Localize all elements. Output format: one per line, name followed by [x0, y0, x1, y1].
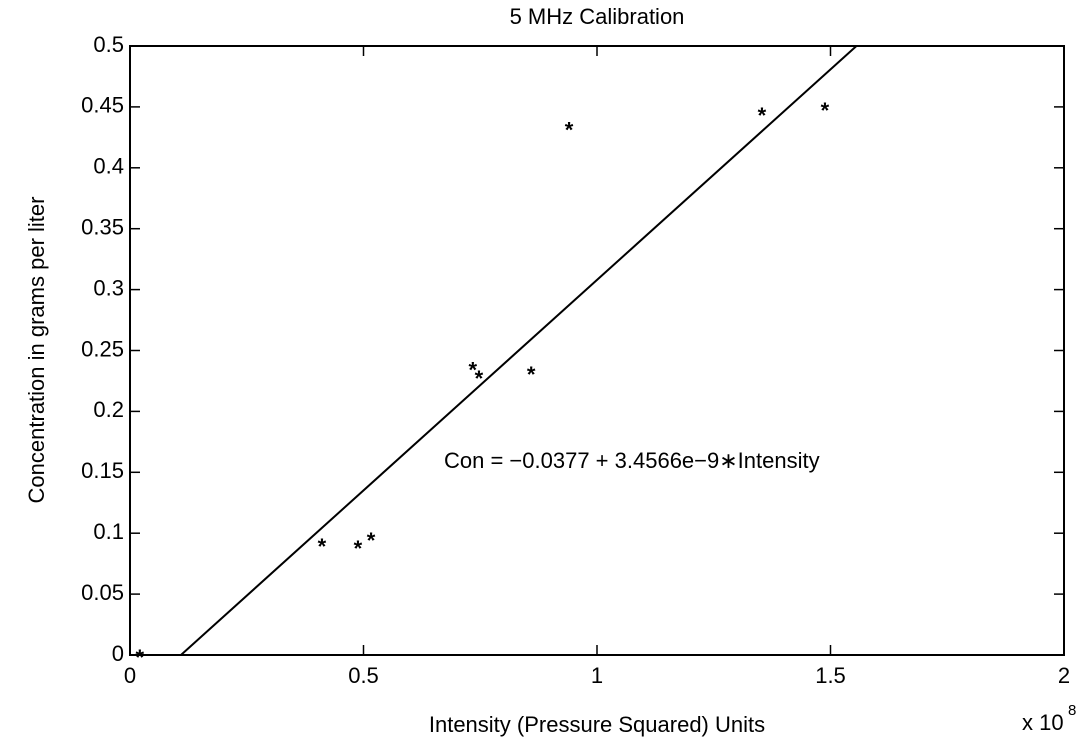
x-tick-label: 0	[124, 663, 136, 688]
data-point: *	[758, 103, 767, 128]
y-tick-label: 0.45	[81, 93, 124, 118]
data-point: *	[527, 362, 536, 387]
x-tick-label: 1	[591, 663, 603, 688]
x-multiplier: x 10	[1022, 710, 1064, 735]
x-tick-label: 0.5	[348, 663, 379, 688]
fit-equation: Con = −0.0377 + 3.4566e−9∗Intensity	[444, 448, 820, 473]
y-tick-label: 0.4	[93, 154, 124, 179]
y-tick-label: 0.1	[93, 519, 124, 544]
y-tick-label: 0.2	[93, 397, 124, 422]
data-point: *	[468, 357, 477, 382]
chart-title: 5 MHz Calibration	[510, 4, 685, 29]
y-tick-label: 0.05	[81, 580, 124, 605]
x-tick-label: 2	[1058, 663, 1070, 688]
y-tick-label: 0	[112, 641, 124, 666]
fit-line	[179, 46, 858, 655]
data-point: *	[821, 98, 830, 123]
y-tick-label: 0.35	[81, 215, 124, 240]
data-point: *	[475, 366, 484, 391]
y-tick-label: 0.5	[93, 32, 124, 57]
data-point: *	[565, 117, 574, 142]
y-tick-label: 0.3	[93, 275, 124, 300]
y-tick-label: 0.15	[81, 458, 124, 483]
x-tick-label: 1.5	[815, 663, 846, 688]
data-point: *	[318, 534, 327, 559]
plot-frame	[129, 45, 1065, 656]
x-multiplier-exponent: 8	[1068, 702, 1076, 719]
data-point: *	[354, 536, 363, 561]
x-axis-label: Intensity (Pressure Squared) Units	[429, 712, 765, 737]
y-axis-label: Concentration in grams per liter	[24, 197, 49, 504]
data-point: *	[367, 528, 376, 553]
data-point: *	[136, 645, 145, 670]
y-tick-label: 0.25	[81, 336, 124, 361]
